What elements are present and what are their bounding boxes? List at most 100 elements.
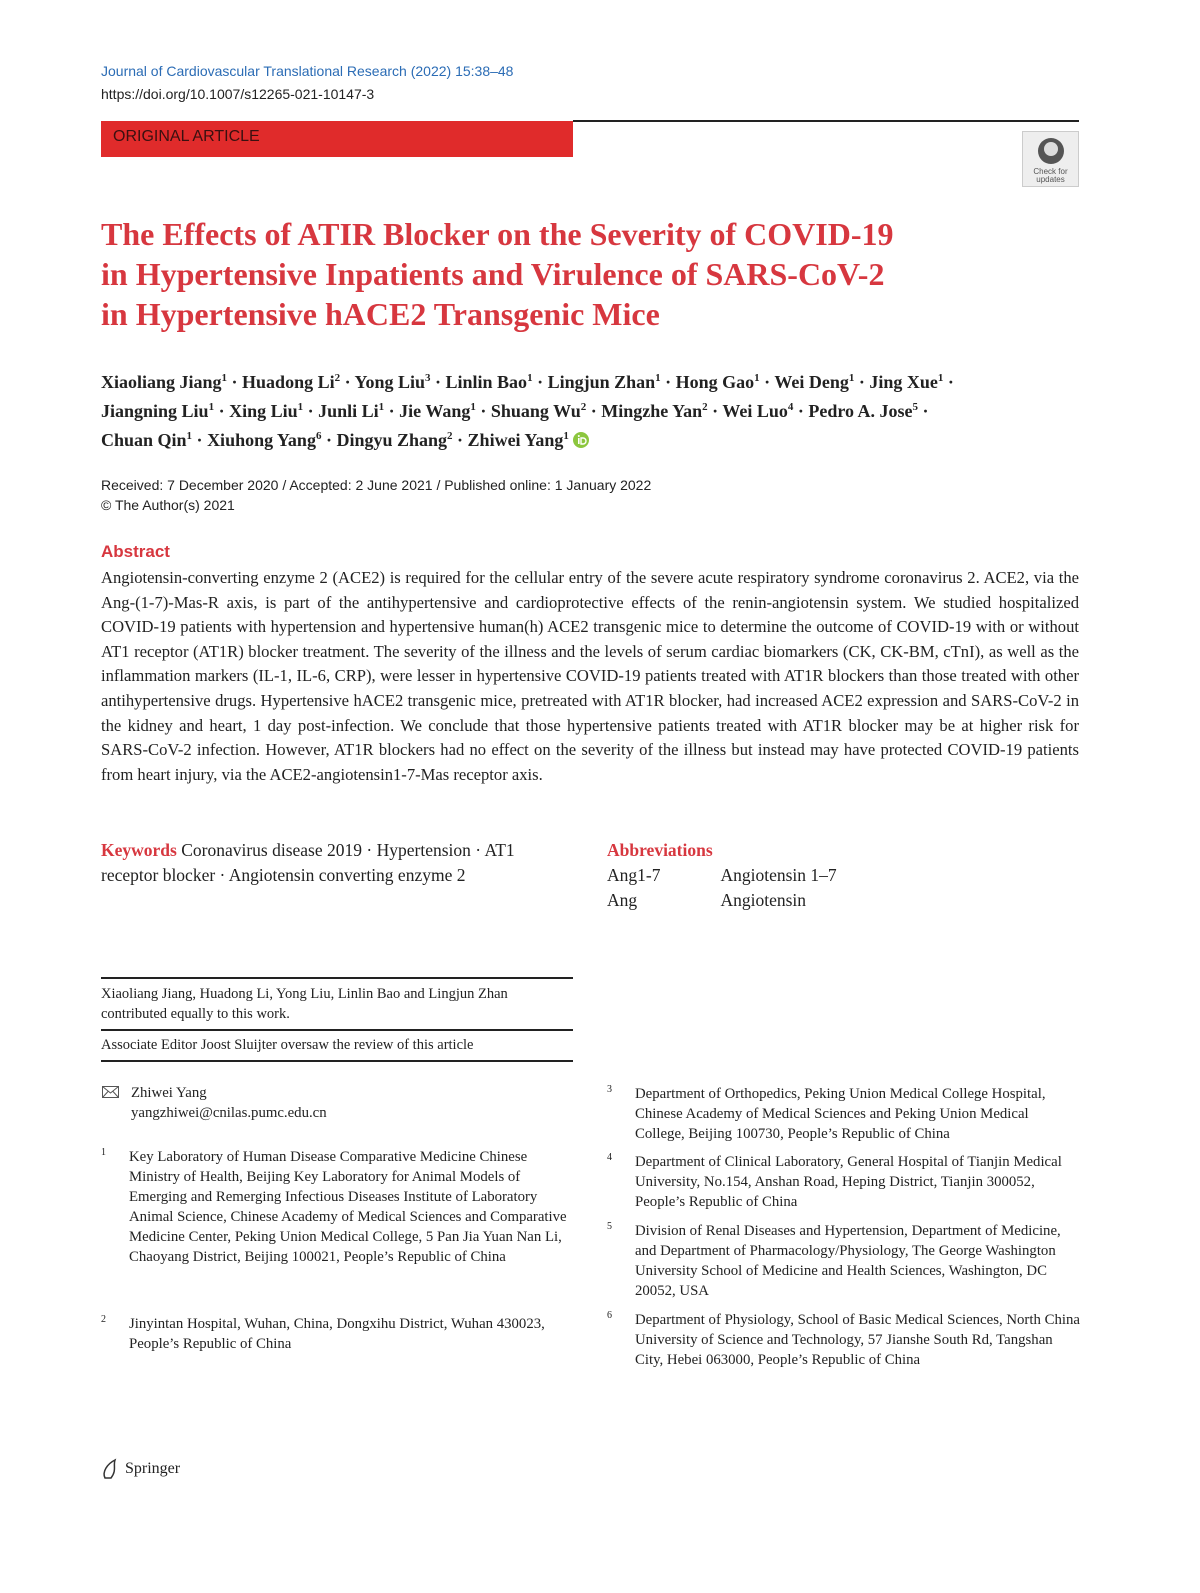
- corresponding-name: Zhiwei Yang: [131, 1085, 207, 1101]
- separator: ·: [764, 372, 771, 392]
- author-name: Xiuhong Yang: [207, 430, 316, 450]
- orcid-icon[interactable]: [572, 431, 590, 449]
- affiliation-text: Jinyintan Hospital, Wuhan, China, Dongxi…: [129, 1316, 545, 1352]
- note: Xiaoliang Jiang, Huadong Li, Yong Liu, L…: [101, 986, 508, 1022]
- author-affiliation: 2: [580, 401, 587, 413]
- section-bar: [101, 121, 573, 157]
- abbreviation-term: Ang1-7: [607, 865, 661, 885]
- author: Mingzhe Yan2: [601, 401, 707, 421]
- check-updates-badge[interactable]: Check for updates: [1022, 131, 1079, 187]
- keyword: AT1 receptor blocker: [101, 840, 515, 885]
- author: Zhiwei Yang1: [468, 430, 569, 450]
- author-name: Xiaoliang Jiang: [101, 372, 222, 392]
- author-affiliation: 1: [186, 430, 193, 442]
- separator: ·: [475, 840, 482, 860]
- affiliation-text: Department of Physiology, School of Basi…: [635, 1312, 1080, 1368]
- separator: ·: [480, 401, 487, 421]
- author-name: Chuan Qin: [101, 430, 187, 450]
- dates: Received: 7 December 2020 / Accepted: 2 …: [101, 477, 652, 493]
- copyright: © The Author(s) 2021: [101, 497, 235, 513]
- affiliation-number: 4: [607, 1152, 612, 1163]
- abstract-heading: Abstract: [101, 542, 170, 561]
- author: Xiaoliang Jiang1: [101, 372, 227, 392]
- author: Jiangning Liu1: [101, 401, 214, 421]
- author: Dingyu Zhang2: [336, 430, 452, 450]
- author-name: Lingjun Zhan: [547, 372, 656, 392]
- doi[interactable]: https://doi.org/10.1007/s12265-021-10147…: [101, 86, 375, 102]
- author: Hong Gao1: [676, 372, 760, 392]
- keyword: Angiotensin converting enzyme 2: [228, 865, 466, 885]
- affiliation-text: Department of Orthopedics, Peking Union …: [635, 1086, 1046, 1142]
- abstract-text: Angiotensin-converting enzyme 2 (ACE2) i…: [101, 568, 1079, 784]
- author-name: Wei Deng: [774, 372, 849, 392]
- abbreviation-definition: Angiotensin: [720, 890, 807, 910]
- separator: ·: [219, 865, 226, 885]
- separator: ·: [231, 372, 238, 392]
- springer-logo: [103, 1458, 117, 1479]
- badge-text: Check for: [1033, 167, 1068, 176]
- note: Associate Editor Joost Sluijter oversaw …: [101, 1037, 474, 1053]
- separator: ·: [947, 372, 954, 392]
- separator: ·: [665, 372, 672, 392]
- affiliation-number: 3: [607, 1084, 612, 1095]
- author-affiliation: 2: [702, 401, 708, 413]
- author: Wei Luo4: [722, 401, 793, 421]
- separator: ·: [797, 401, 804, 421]
- author-affiliation: 1: [221, 372, 228, 384]
- author-name: Yong Liu: [354, 372, 425, 392]
- corresponding-email[interactable]: yangzhiwei@cnilas.pumc.edu.cn: [131, 1105, 327, 1121]
- author-affiliation: 1: [937, 372, 944, 384]
- author-name: Jiangning Liu: [101, 401, 209, 421]
- affiliation-text: Key Laboratory of Human Disease Comparat…: [129, 1149, 567, 1265]
- separator: ·: [590, 401, 597, 421]
- author: Yong Liu3: [354, 372, 430, 392]
- affiliation-number: 1: [101, 1147, 106, 1158]
- keyword: Hypertension: [376, 840, 471, 860]
- affiliation: 4 Department of Clinical Laboratory, Gene…: [607, 1152, 1080, 1212]
- affiliation-text: Department of Clinical Laboratory, Gener…: [635, 1154, 1062, 1210]
- author-affiliation: 2: [447, 430, 453, 442]
- abbreviation-row: Ang1-7 Angiotensin 1–7: [607, 863, 897, 888]
- separator: ·: [922, 401, 929, 421]
- affiliation-text: Division of Renal Diseases and Hypertens…: [635, 1223, 1061, 1299]
- authors: Xiaoliang Jiang1 · Huadong Li2 · Yong Li…: [101, 366, 1091, 453]
- keywords: Keywords Coronavirus disease 2019 · Hype…: [101, 838, 571, 888]
- author: Chuan Qin1: [101, 430, 192, 450]
- author-affiliation: 1: [470, 401, 476, 413]
- badge-text: updates: [1036, 175, 1065, 184]
- note-rule: [101, 1060, 573, 1062]
- author-name: Huadong Li: [242, 372, 335, 392]
- separator: ·: [307, 401, 314, 421]
- header-rule: [573, 120, 1079, 122]
- author-affiliation: 1: [208, 401, 215, 413]
- separator: ·: [712, 401, 719, 421]
- title-line: in Hypertensive Inpatients and Virulence…: [101, 256, 885, 292]
- title-line: The Effects of ATIR Blocker on the Sever…: [101, 216, 894, 252]
- publisher: Springer: [125, 1460, 181, 1477]
- affiliation-number: 5: [607, 1221, 612, 1232]
- mail-icon: [102, 1086, 119, 1098]
- author: Huadong Li2: [242, 372, 340, 392]
- author-name: Jie Wang: [399, 401, 471, 421]
- author: Wei Deng1: [774, 372, 854, 392]
- author-affiliation: 4: [787, 401, 794, 413]
- author-name: Zhiwei Yang: [467, 430, 564, 450]
- author: Lingjun Zhan1: [548, 372, 661, 392]
- abbreviations: Abbreviations Ang1-7 Angiotensin 1–7 Ang Ang…: [607, 838, 897, 913]
- separator: ·: [344, 372, 351, 392]
- separator: ·: [218, 401, 225, 421]
- author-affiliation: 1: [563, 430, 569, 442]
- author-name: Linlin Bao: [445, 372, 528, 392]
- abbreviations-heading: Abbreviations: [607, 840, 713, 860]
- badge-icon: [1037, 138, 1064, 164]
- author: Pedro A. Jose5: [808, 401, 918, 421]
- author-name: Mingzhe Yan: [601, 401, 703, 421]
- separator: ·: [196, 430, 203, 450]
- author-affiliation: 1: [297, 401, 304, 413]
- author: Shuang Wu2: [491, 401, 586, 421]
- affiliation: 2 Jinyintan Hospital, Wuhan, China, Dongx…: [101, 1314, 574, 1354]
- affiliation-number: 6: [607, 1310, 612, 1321]
- separator: ·: [537, 372, 544, 392]
- abbreviation-term: Ang: [607, 890, 638, 910]
- author-affiliation: 1: [754, 372, 760, 384]
